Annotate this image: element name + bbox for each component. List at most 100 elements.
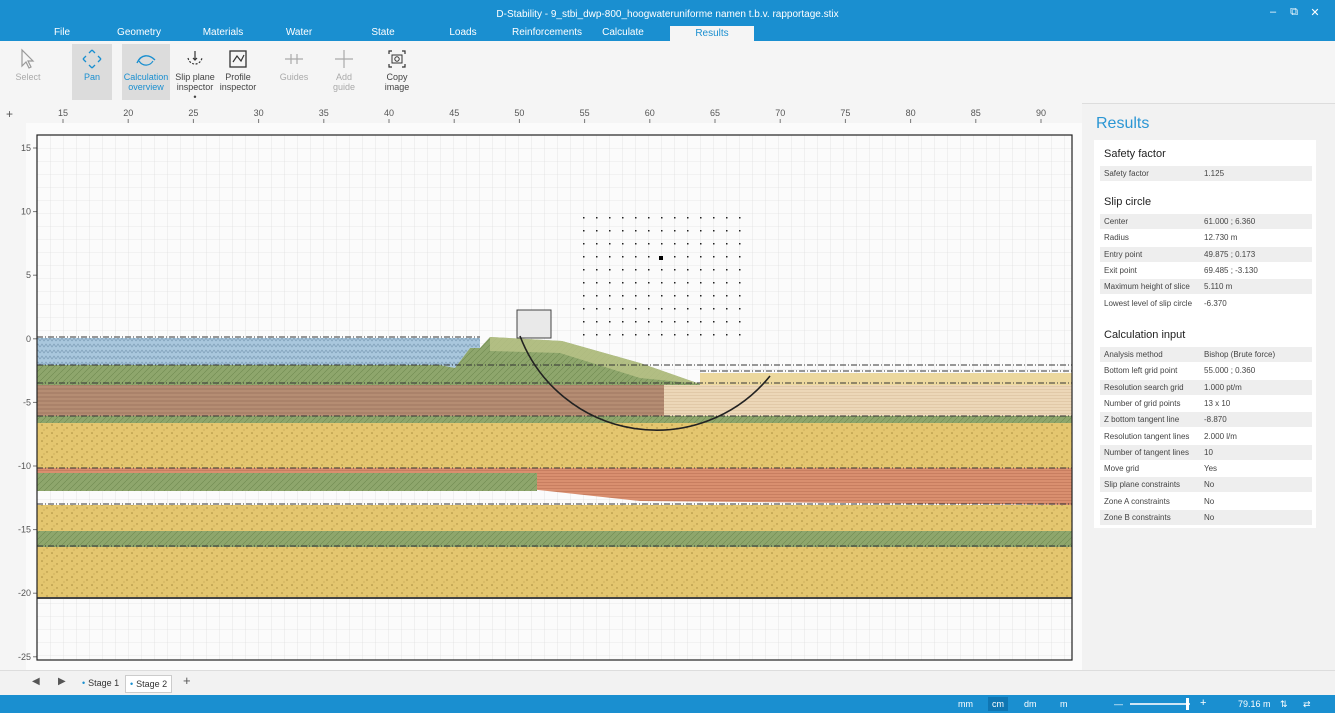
sort-icon[interactable]: ⇅ — [1280, 699, 1288, 709]
sand-layer-2 — [37, 505, 1072, 531]
guides-button[interactable]: Guides — [278, 44, 310, 100]
table-row: Exit point 69.485 ; -3.130 — [1100, 263, 1312, 278]
slip-center-marker — [659, 256, 663, 260]
copy-image-button[interactable]: Copy image — [380, 44, 414, 100]
menu-file[interactable]: File — [53, 27, 71, 38]
table-row: Entry point 49.875 ; 0.173 — [1100, 246, 1312, 262]
grid-point — [609, 243, 611, 245]
unit-dm[interactable]: dm — [1024, 699, 1037, 709]
menu-state[interactable]: State — [371, 27, 395, 38]
grid-point — [622, 295, 624, 297]
row-value: 49.875 ; 0.173 — [1204, 249, 1256, 259]
grid-point — [661, 243, 663, 245]
grid-point — [713, 282, 715, 284]
unit-mm[interactable]: mm — [958, 699, 973, 709]
unit-m[interactable]: m — [1060, 699, 1068, 709]
y-tick-label: -20 — [18, 588, 31, 598]
x-tick-label: 45 — [449, 108, 459, 118]
close-button[interactable]: ✕ — [1310, 7, 1320, 19]
pan-button[interactable]: Pan — [72, 44, 112, 100]
tab-stage-2[interactable]: • Stage 2 — [125, 675, 173, 693]
menu-materials[interactable]: Materials — [202, 27, 244, 38]
grid-point — [713, 217, 715, 219]
calculation-overview-button[interactable]: Calculation overview — [122, 44, 170, 100]
menu-geometry[interactable]: Geometry — [117, 27, 161, 38]
menu-water[interactable]: Water — [285, 27, 313, 38]
grid-point — [609, 269, 611, 271]
select-button[interactable]: Select — [10, 44, 46, 100]
y-tick-label: -10 — [18, 461, 31, 471]
menu-loads[interactable]: Loads — [449, 27, 477, 38]
grid-point — [687, 230, 689, 232]
grid-point — [648, 321, 650, 323]
row-key: Resolution search grid — [1104, 382, 1184, 392]
grid-point — [661, 282, 663, 284]
profile-inspector-label-1: Profile — [225, 72, 251, 82]
table-row: Maximum height of slice 5.110 m — [1100, 279, 1312, 295]
zoom-slider-handle[interactable] — [1186, 698, 1189, 710]
safety-factor-title: Safety factor — [1104, 148, 1166, 160]
grid-point — [713, 269, 715, 271]
row-key: Maximum height of slice — [1104, 282, 1190, 292]
menu-results[interactable]: Results — [670, 26, 754, 41]
x-tick-label: 55 — [580, 108, 590, 118]
maximize-button[interactable]: ⧉ — [1290, 6, 1298, 18]
row-key: Z bottom tangent line — [1104, 415, 1180, 425]
grid-point — [739, 334, 741, 336]
row-key: Safety factor — [1104, 169, 1149, 178]
table-row: Zone B constraints No — [1100, 510, 1312, 525]
grid-point — [596, 295, 598, 297]
results-title: Results — [1096, 115, 1150, 132]
grid-point — [700, 308, 702, 310]
grid-point — [661, 295, 663, 297]
grid-point — [635, 308, 637, 310]
grid-point — [739, 308, 741, 310]
grid-point — [635, 217, 637, 219]
tab-stage-1[interactable]: • Stage 1 — [78, 675, 123, 691]
grid-point — [713, 334, 715, 336]
slip-plane-inspector-button[interactable]: Slip plane inspector • — [174, 44, 216, 102]
zoom-in-button[interactable]: + — [1200, 697, 1207, 709]
menu-reinforcements[interactable]: Reinforcements — [512, 27, 583, 38]
row-value: No — [1204, 480, 1215, 490]
zoom-slider[interactable] — [1130, 698, 1190, 710]
next-stage-button[interactable]: ▶ — [58, 676, 66, 687]
search-grid — [583, 217, 741, 336]
stage-dot-icon: • — [82, 678, 86, 688]
row-value: 1.125 — [1204, 169, 1225, 178]
grid-point — [700, 269, 702, 271]
grid-point — [609, 295, 611, 297]
y-tick-label: 15 — [21, 143, 31, 153]
geometry-canvas[interactable]: + 15 20 25 30 35 40 45 50 55 60 65 70 75 80 85 90 15 10 5… — [0, 103, 1082, 670]
grid-point — [674, 308, 676, 310]
row-key: Zone B constraints — [1104, 513, 1171, 522]
grid-point — [609, 321, 611, 323]
swap-icon[interactable]: ⇄ — [1303, 699, 1311, 709]
slip-inspector-label-1: Slip plane — [175, 72, 215, 82]
add-guide-button[interactable]: Add guide — [328, 44, 360, 100]
unit-cm[interactable]: cm — [988, 697, 1008, 711]
prev-stage-button[interactable]: ◀ — [32, 676, 40, 687]
profile-inspector-button[interactable]: Profile inspector — [218, 44, 258, 100]
grid-point — [583, 321, 585, 323]
minimize-button[interactable]: – — [1269, 6, 1277, 18]
table-row: Resolution tangent lines 2.000 l/m — [1100, 429, 1312, 444]
pan-icon — [82, 49, 102, 69]
add-stage-button[interactable]: + — [183, 673, 191, 688]
x-tick-label: 85 — [971, 108, 981, 118]
bottom-line — [37, 597, 1072, 599]
grid-point — [635, 243, 637, 245]
scale-readout: 79.16 m — [1238, 699, 1271, 709]
row-key: Zone A constraints — [1104, 496, 1170, 506]
row-value: 5.110 m — [1204, 282, 1233, 292]
ribbon-toolbar: Select Pan Calculation overview Slip pla… — [0, 41, 1335, 104]
grid-point — [596, 243, 598, 245]
grid-point — [674, 334, 676, 336]
zoom-out-button[interactable]: — — [1114, 699, 1123, 709]
row-value: 13 x 10 — [1204, 398, 1231, 408]
dike-top-layer — [490, 337, 700, 384]
slip-circle — [519, 335, 771, 431]
geometry-view[interactable]: + 15 20 25 30 35 40 45 50 55 60 65 70 75 80 85 90 15105… — [0, 103, 1082, 670]
menu-calculate[interactable]: Calculate — [602, 27, 644, 38]
grid-point — [583, 308, 585, 310]
